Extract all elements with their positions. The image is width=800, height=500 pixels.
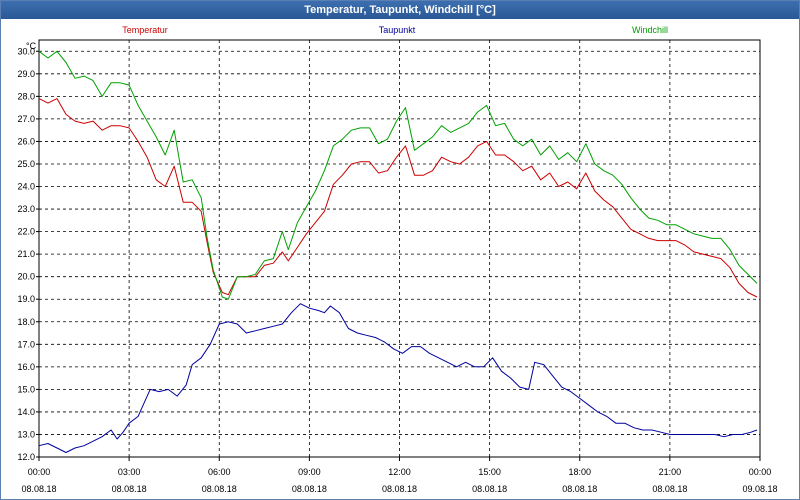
y-tick-label: 26.0 bbox=[17, 136, 35, 146]
y-axis-unit: °C bbox=[26, 41, 37, 51]
x-tick-date: 08.08.18 bbox=[202, 484, 237, 494]
legend-windchill: Windchill bbox=[632, 25, 668, 35]
x-tick-time: 03:00 bbox=[118, 467, 141, 477]
x-axis-ticks: 00:00 08.08.18 03:00 08.08.18 06:00 08.08.18 0… bbox=[21, 457, 778, 494]
y-tick-label: 30.0 bbox=[17, 46, 35, 56]
y-tick-label: 27.0 bbox=[17, 114, 35, 124]
y-tick-label: 22.0 bbox=[17, 227, 35, 237]
x-tick-date: 08.08.18 bbox=[652, 484, 687, 494]
y-tick-label: 17.0 bbox=[17, 339, 35, 349]
plot-area bbox=[38, 39, 761, 458]
x-tick-time: 00:00 bbox=[28, 467, 51, 477]
x-tick-time: 21:00 bbox=[659, 467, 682, 477]
y-tick-label: 13.0 bbox=[17, 429, 35, 439]
x-tick-date: 08.08.18 bbox=[562, 484, 597, 494]
x-tick-time: 00:00 bbox=[749, 467, 772, 477]
y-axis-ticks: 12.0 13.0 14.0 15.0 16.0 17.0 18.0 19.0 20.0 21.0… bbox=[17, 46, 39, 462]
series-line-windchill bbox=[38, 50, 758, 300]
x-tick-time: 06:00 bbox=[208, 467, 231, 477]
y-tick-label: 25.0 bbox=[17, 159, 35, 169]
legend-taupunkt: Taupunkt bbox=[379, 25, 416, 35]
x-tick-time: 09:00 bbox=[298, 467, 321, 477]
y-tick-label: 16.0 bbox=[17, 362, 35, 372]
x-tick-date: 08.08.18 bbox=[21, 484, 56, 494]
y-tick-label: 19.0 bbox=[17, 294, 35, 304]
x-tick-time: 12:00 bbox=[388, 467, 411, 477]
x-tick-date: 08.08.18 bbox=[472, 484, 507, 494]
x-tick-time: 18:00 bbox=[568, 467, 591, 477]
y-tick-label: 29.0 bbox=[17, 69, 35, 79]
y-tick-label: 23.0 bbox=[17, 204, 35, 214]
series-line-temperatur bbox=[38, 98, 758, 298]
y-tick-label: 20.0 bbox=[17, 272, 35, 282]
y-tick-label: 14.0 bbox=[17, 407, 35, 417]
x-tick-date: 08.08.18 bbox=[112, 484, 147, 494]
x-tick-date: 08.08.18 bbox=[292, 484, 327, 494]
x-tick-date: 08.08.18 bbox=[382, 484, 417, 494]
series-line-taupunkt bbox=[38, 303, 758, 453]
x-tick-date: 09.08.18 bbox=[742, 484, 777, 494]
y-tick-label: 18.0 bbox=[17, 317, 35, 327]
y-tick-label: 28.0 bbox=[17, 91, 35, 101]
y-tick-label: 15.0 bbox=[17, 384, 35, 394]
y-tick-label: 12.0 bbox=[17, 452, 35, 462]
legend-temperatur: Temperatur bbox=[122, 25, 168, 35]
y-tick-label: 24.0 bbox=[17, 182, 35, 192]
series-lines bbox=[38, 50, 758, 453]
y-tick-label: 21.0 bbox=[17, 249, 35, 259]
window-title: Temperatur, Taupunkt, Windchill [°C] bbox=[1, 1, 799, 19]
x-tick-time: 15:00 bbox=[478, 467, 501, 477]
